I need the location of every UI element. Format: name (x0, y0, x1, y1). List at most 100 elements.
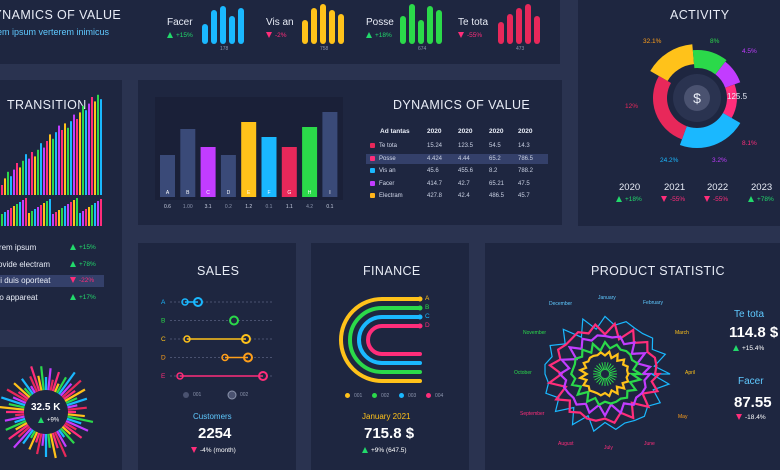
metric-bars (498, 4, 540, 44)
gauge-tick (4, 415, 25, 422)
transition-bar (58, 210, 60, 226)
transition-bar (67, 127, 69, 195)
metric-change: -2% (266, 32, 287, 39)
transition-bar (25, 154, 27, 195)
gauge-tick (21, 378, 34, 395)
activity-pct-7: 3.2% (712, 157, 727, 164)
product-core-spike (594, 367, 602, 373)
dyn-bar-letter: C (206, 190, 210, 196)
transition-bar (34, 156, 36, 195)
table-cell: 42.4 (458, 193, 470, 199)
table-cell: 42.7 (458, 180, 470, 187)
transition-bar (100, 99, 102, 195)
product-month-label: July (604, 445, 613, 451)
metric-bar (418, 20, 424, 44)
product-core-spike (596, 376, 603, 383)
transition-bar (76, 198, 78, 226)
gauge-tick (6, 388, 28, 402)
metric-change: +18% (366, 32, 392, 39)
gauge-tick (51, 432, 59, 449)
year-change: -55% (704, 196, 728, 203)
top-title: DYNAMICS OF VALUE (0, 8, 122, 22)
gauge-tick (63, 389, 76, 400)
dyn-bar-value: 3.1 (205, 204, 212, 210)
sales-row-label: A (161, 299, 166, 306)
table-row-name[interactable]: Posse (370, 155, 396, 162)
transition-bar (67, 204, 69, 226)
metric-bar (436, 10, 442, 44)
transition-bar (61, 130, 63, 195)
transition-selected-row[interactable] (0, 275, 104, 287)
table-cell: 427.8 (427, 193, 443, 199)
table-row-name[interactable]: Vis an (370, 168, 396, 174)
dyn-bar-letter: A (166, 190, 170, 196)
dyn-bar-letter: E (247, 190, 251, 196)
product-stat2-value: 87.55 (734, 394, 772, 411)
transition-bar (22, 200, 24, 226)
table-row-name[interactable]: Te tota (370, 143, 397, 149)
metric-bar (220, 6, 226, 44)
transition-bar (76, 119, 78, 195)
transition-item-label[interactable]: Ubi duis oporteat (0, 276, 51, 285)
product-month-label: August (558, 441, 574, 447)
finance-label: C (425, 313, 430, 320)
transition-bar (4, 212, 6, 226)
transition-bar (94, 101, 96, 195)
metric-bar (338, 14, 344, 44)
gauge-tick (67, 406, 87, 411)
product-month-label: December (549, 301, 573, 307)
metric-bar (516, 8, 522, 44)
product-ring (546, 321, 662, 425)
table-row-name[interactable]: Facer (370, 180, 394, 187)
transition-item-label[interactable]: Eco appareat (0, 292, 38, 302)
sales-legend-1: 001 (193, 392, 202, 398)
dyn-bar-letter: I (329, 190, 330, 196)
gauge-tick (0, 406, 25, 411)
finance-arc-end (417, 314, 423, 320)
sales-row-label: E (161, 373, 166, 380)
table-header: 2020 (458, 128, 473, 135)
transition-bar (40, 205, 42, 226)
dyn-bar (302, 127, 318, 197)
year-label: 2020 (619, 182, 641, 193)
metric-value: 178 (220, 46, 229, 52)
product-panel (485, 243, 780, 470)
gauge-tick (35, 432, 41, 443)
transition-item-label[interactable]: Provide electram (0, 259, 51, 269)
donut-seg-purple (715, 61, 741, 88)
gauge-tick (61, 425, 72, 435)
transition-bar (82, 105, 84, 195)
transition-bar (46, 201, 48, 226)
gauge-tick (8, 424, 29, 440)
metric-bar (525, 4, 531, 44)
transition-bar (70, 202, 72, 226)
gauge-tick (30, 366, 41, 392)
transition-bar (79, 112, 81, 195)
gauge-tick (53, 383, 60, 393)
product-month-label: February (643, 300, 664, 306)
gauge-tick (37, 375, 43, 391)
table-cell: 4.424 (427, 155, 443, 162)
finance-arc (366, 324, 422, 356)
transition-item-label[interactable]: Lorem ipsum (0, 243, 37, 252)
metric-bar (409, 4, 415, 44)
transition-bar (70, 121, 72, 195)
metric-bar (427, 6, 433, 44)
product-core-spike (607, 365, 614, 372)
metric-change: +15% (167, 32, 193, 39)
finance-arc (357, 315, 422, 365)
gauge-tick (61, 379, 82, 399)
product-stat1-change: +15.4% (733, 345, 764, 352)
table-row-name[interactable]: Electram (370, 193, 403, 199)
table-cell: 4.44 (458, 155, 470, 162)
transition-bar (10, 208, 12, 226)
table-row-highlight[interactable] (366, 153, 548, 164)
finance-arc-end (417, 323, 423, 329)
finance-label: A (425, 295, 430, 302)
gauge-tick (15, 413, 25, 417)
transition-bar (16, 163, 18, 195)
dyn-bar-value: 1.1 (286, 204, 293, 210)
product-month-label: November (523, 330, 547, 336)
transition-bar (22, 160, 24, 195)
finance-title: FINANCE (363, 264, 421, 278)
